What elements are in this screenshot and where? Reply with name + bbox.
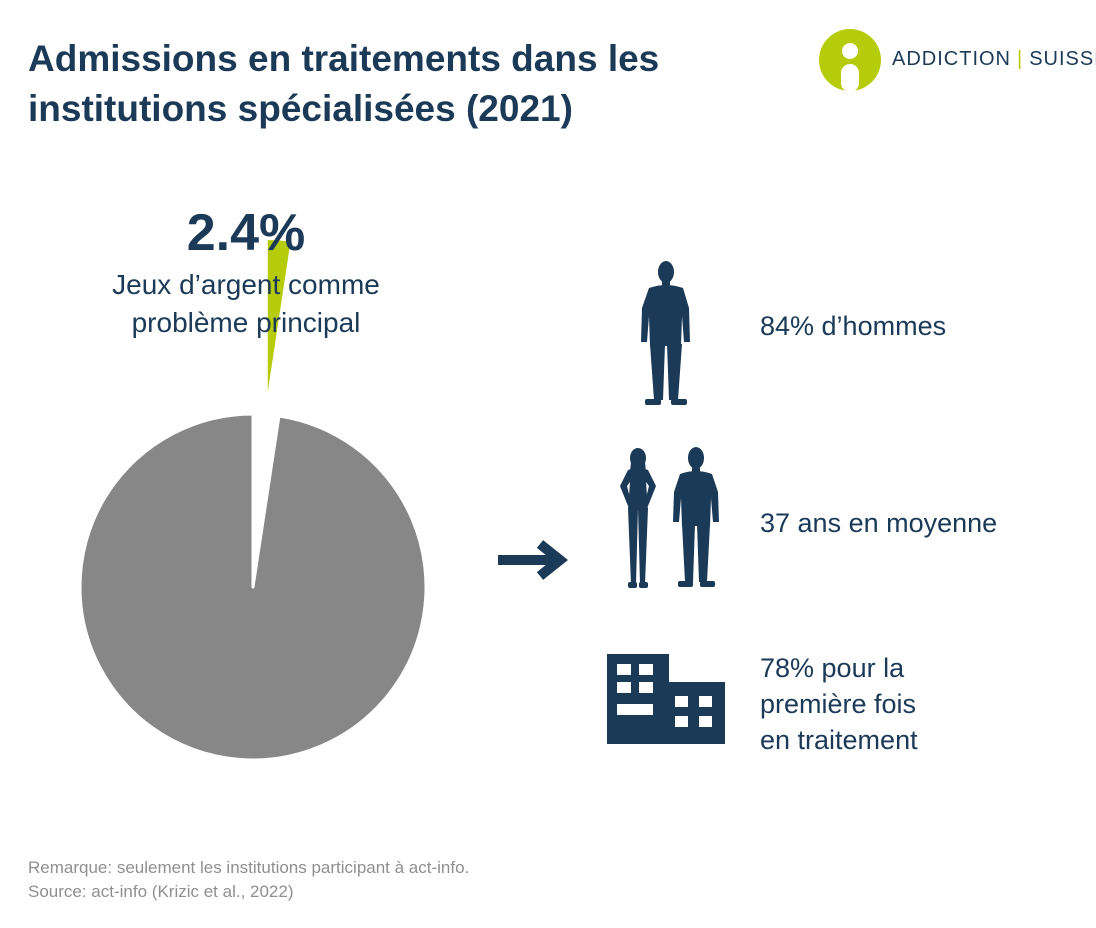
man-silhouette-icon xyxy=(641,261,690,405)
logo-text-left: ADDICTION xyxy=(892,48,1011,70)
stat-first-treatment-line-1: 78% pour la xyxy=(760,653,905,683)
footnote: Remarque: seulement les institutions par… xyxy=(28,856,469,904)
pie-slice-gambling xyxy=(264,237,294,413)
footnote-source: Source: act-info (Krizic et al., 2022) xyxy=(28,882,294,901)
logo-text-right: SUISSE xyxy=(1029,48,1096,70)
pie-highlight-label: Jeux d’argent comme problème principal xyxy=(80,266,412,342)
addiction-suisse-logo: ADDICTION |SUISSE xyxy=(818,28,1096,92)
stat-first-treatment-line-3: en traitement xyxy=(760,725,918,755)
stat-first-treatment: 78% pour la première fois en traitement xyxy=(760,650,918,758)
building-icon xyxy=(607,654,725,744)
stat-men-line-1: 84% d’hommes xyxy=(760,311,947,341)
stat-first-treatment-line-2: première fois xyxy=(760,689,917,719)
logo-separator: | xyxy=(1017,48,1024,70)
arrow-right-icon xyxy=(498,540,569,580)
title-line-2: institutions spécialisées (2021) xyxy=(28,88,573,129)
logo-text: ADDICTION |SUISSE xyxy=(892,48,1096,71)
footnote-remark: Remarque: seulement les institutions par… xyxy=(28,858,470,877)
stat-age-line-1: 37 ans en moyenne xyxy=(760,508,998,538)
pie-highlight-label-line-1: Jeux d’argent comme xyxy=(112,269,380,300)
title-line-1: Admissions en traitements dans les xyxy=(28,38,660,79)
pie-slice-other xyxy=(78,412,428,762)
couple-silhouette-icon xyxy=(620,447,719,588)
pie-highlight-value: 2.4% xyxy=(186,204,306,262)
page-title: Admissions en traitements dans les insti… xyxy=(28,34,798,134)
pie-highlight-label-line-2: problème principal xyxy=(131,307,361,338)
addiction-suisse-logo-icon xyxy=(819,29,881,92)
stat-age: 37 ans en moyenne xyxy=(760,505,997,541)
stat-men: 84% d’hommes xyxy=(760,308,946,344)
